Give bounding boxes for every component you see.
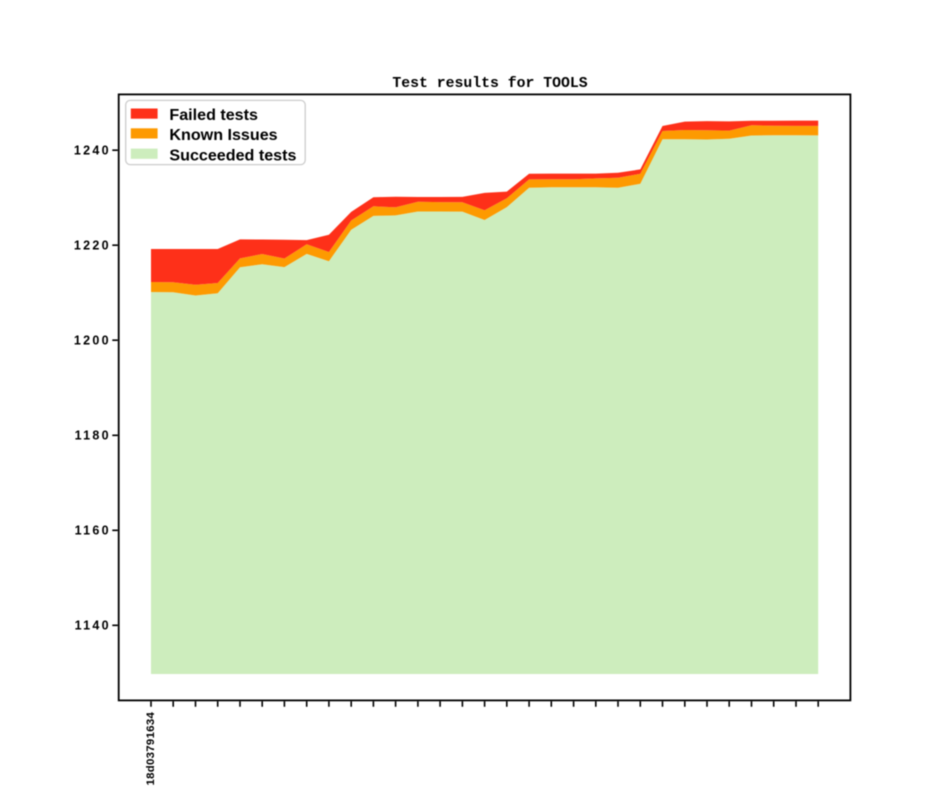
svg-text:1180: 1180 <box>75 429 111 443</box>
svg-text:Known Issues: Known Issues <box>169 126 277 144</box>
svg-text:1160: 1160 <box>75 524 111 538</box>
svg-text:1200: 1200 <box>74 334 111 348</box>
svg-text:1140: 1140 <box>75 619 111 633</box>
svg-text:18d03791634: 18d03791634 <box>145 712 157 786</box>
svg-text:Failed tests: Failed tests <box>169 106 258 124</box>
svg-text:1220: 1220 <box>74 239 111 253</box>
svg-text:Test results for TOOLS: Test results for TOOLS <box>392 76 587 92</box>
svg-text:Succeeded tests: Succeeded tests <box>169 147 296 165</box>
svg-text:1240: 1240 <box>74 144 111 158</box>
